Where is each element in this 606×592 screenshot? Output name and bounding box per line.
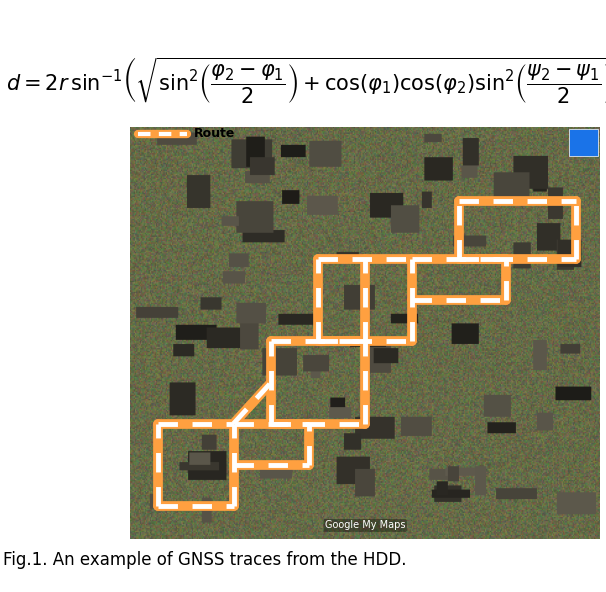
Text: Google My Maps: Google My Maps bbox=[325, 520, 405, 530]
FancyBboxPatch shape bbox=[570, 129, 598, 156]
Text: Fig.1. An example of GNSS traces from the HDD.: Fig.1. An example of GNSS traces from th… bbox=[3, 551, 407, 568]
Text: $d = 2r\,\sin^{-1}\!\left(\sqrt{\sin^{2}\!\left(\dfrac{\varphi_2 - \varphi_1}{2}: $d = 2r\,\sin^{-1}\!\left(\sqrt{\sin^{2}… bbox=[6, 56, 606, 106]
Text: Route: Route bbox=[194, 127, 235, 140]
